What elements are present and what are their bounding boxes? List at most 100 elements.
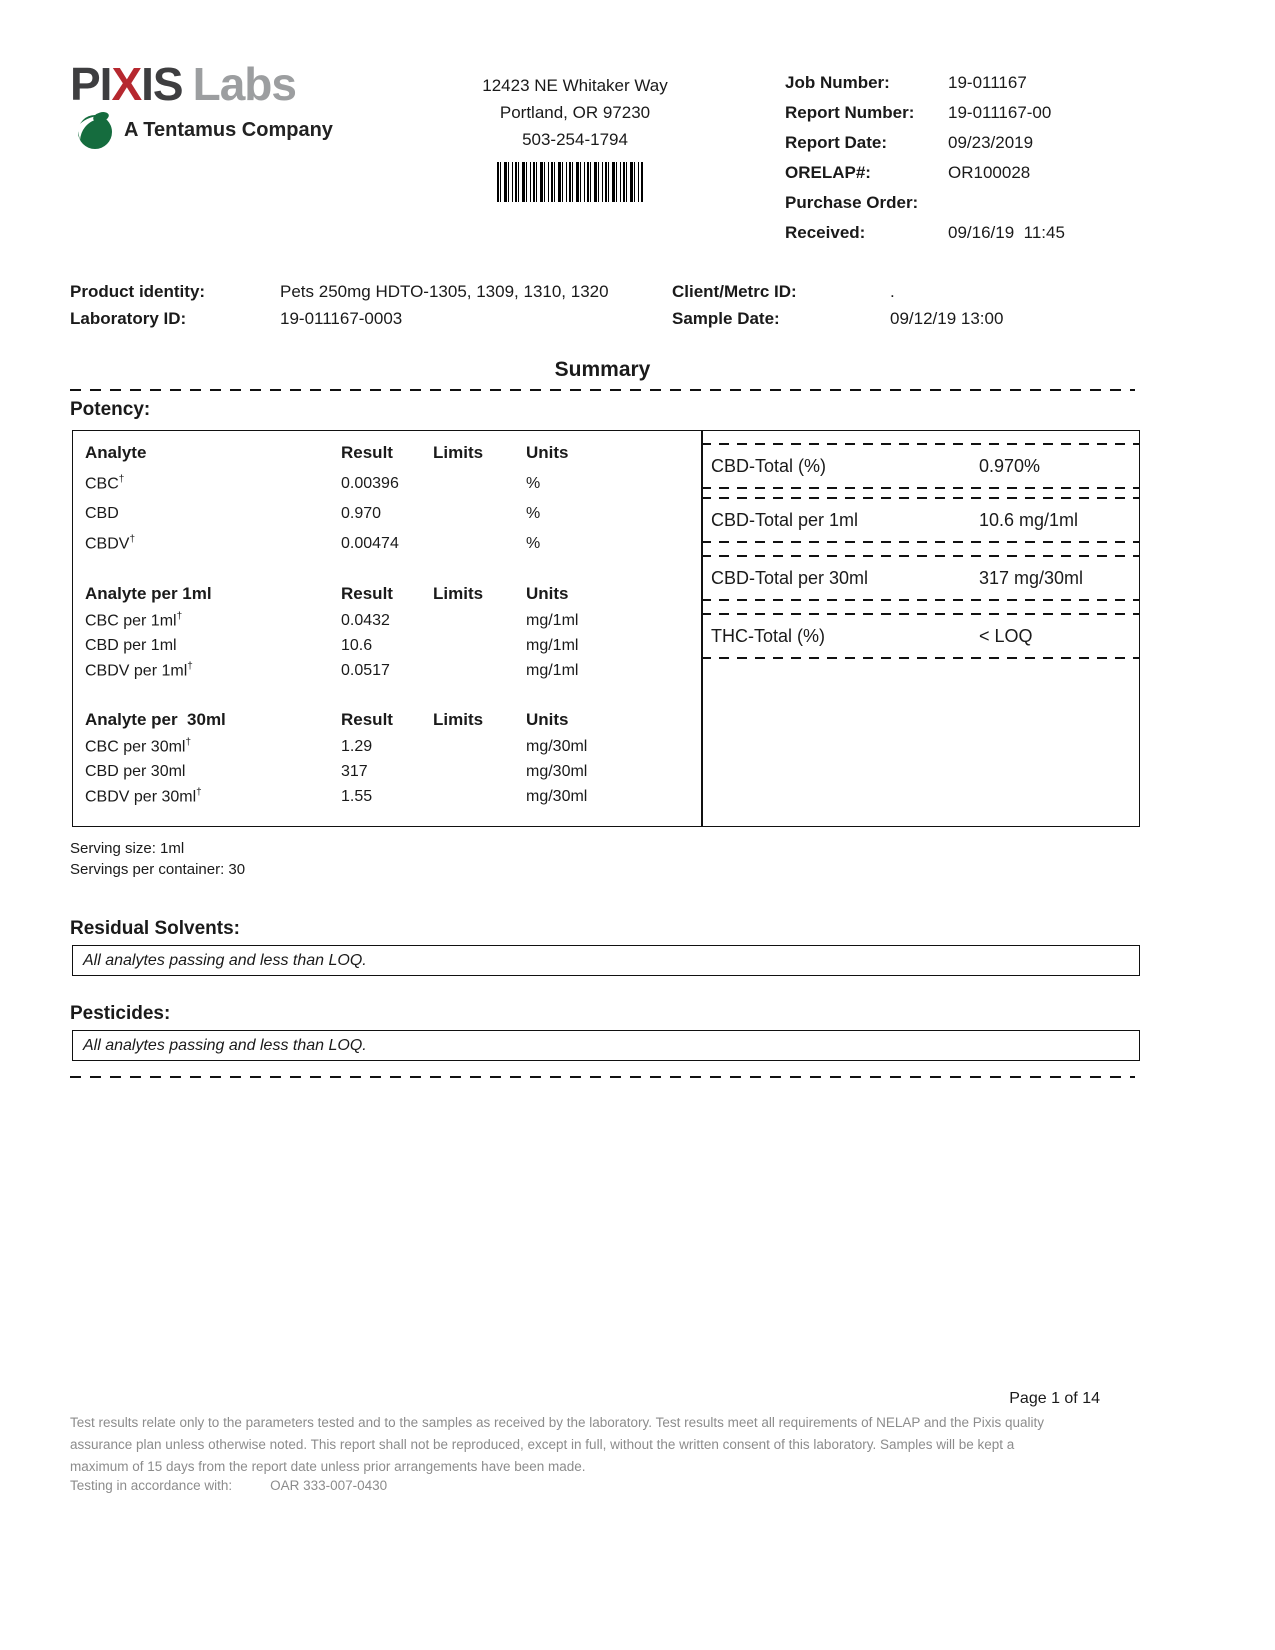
result-cell: 0.00474 [341,535,399,552]
potency-row: CBD per 1ml 10.6 mg/1ml [73,633,699,658]
pixis-labs-logo: PIXIS Labs A Tentamus Company [70,60,333,150]
potency-header-cell: Limits [433,584,484,603]
tentamus-leaf-icon [77,112,112,149]
potency-total-row: CBD-Total (%) 0.970% [701,443,1139,489]
potency-row: CBC† 0.00396% [73,469,699,499]
potency-header-cell: Limits [433,710,484,729]
info-label: Report Number: [785,103,915,122]
residual-solvents-note: All analytes passing and less than LOQ. [83,951,367,969]
info-row: Received: 09/16/19 11:45 [785,218,1185,248]
units-cell: mg/1ml [526,661,579,679]
address-line: 503-254-1794 [522,130,628,149]
result-cell: 1.55 [341,787,373,805]
dashed-separator-top [70,389,1135,391]
total-value: 0.970% [979,455,1041,476]
total-label: CBD-Total per 30ml [711,567,869,588]
units-cell: % [526,505,541,522]
potency-row: CBC per 30ml† 1.29 mg/30ml [73,734,699,759]
potency-row: CBC per 1ml† 0.0432 mg/1ml [73,608,699,633]
units-cell: % [526,535,541,552]
residual-solvents-box: All analytes passing and less than LOQ. [72,945,1140,976]
total-label: CBD-Total per 1ml [711,509,859,530]
potency-total-row: CBD-Total per 1ml 10.6 mg/1ml [701,497,1139,543]
logo-pi: PI [70,58,112,110]
logo-tagline: A Tentamus Company [124,118,333,141]
potency-header-cell: Analyte per 30ml [85,710,226,729]
potency-header-row: Analyte Result Limits Units [73,443,699,463]
laboratory-id-value: 19-011167-0003 [280,308,403,328]
testing-accordance-line: Testing in accordance with: OAR 333-007-0… [70,1478,387,1493]
info-row: Job Number: 19-011167 [785,68,1185,98]
potency-header-cell: Result [341,710,393,729]
pesticides-box: All analytes passing and less than LOQ. [72,1030,1140,1061]
potency-total-row: THC-Total (%) < LOQ [701,613,1139,659]
potency-total-row: CBD-Total per 30ml 317 mg/30ml [701,555,1139,601]
result-cell: 0.0432 [341,611,390,629]
barcode [497,162,643,202]
potency-header-cell: Analyte [85,443,147,462]
testing-label: Testing in accordance with: [70,1478,233,1493]
potency-header-cell: Result [341,584,393,603]
info-label: Purchase Order: [785,193,919,212]
result-cell: 0.970 [341,505,382,522]
address-line: Portland, OR 97230 [499,103,651,122]
analyte-cell: CBDV† [85,534,136,553]
info-value: 19-011167 [948,73,1027,92]
potency-header-cell: Limits [433,443,484,462]
potency-results-box: Analyte Result Limits Units CBC† 0.00396% CBD 0… [72,430,1140,827]
logo-labs: Labs [192,58,297,110]
potency-header-cell: Analyte per 1ml [85,584,212,603]
info-row: Report Date: 09/23/2019 [785,128,1185,158]
result-cell: 1.29 [341,737,373,755]
result-cell: 10.6 [341,636,373,654]
units-cell: mg/30ml [526,787,588,805]
servings-per-container: Servings per container: 30 [70,861,246,878]
info-value: 09/16/19 11:45 [948,223,1065,242]
dagger-footnote-mark: † [187,660,193,672]
serving-size: Serving size: 1ml [70,840,185,857]
potency-header-row: Analyte per 30ml Result Limits Units [73,710,699,730]
report-info-block: Job Number: 19-011167 Report Number: 19-011… [785,68,1185,248]
potency-row: CBDV per 30ml† 1.55 mg/30ml [73,784,699,809]
analyte-cell: CBD per 30ml [85,762,186,780]
potency-row: CBD 0.970% [73,499,699,529]
units-cell: mg/1ml [526,611,579,629]
result-cell: 0.00396 [341,475,399,492]
analyte-cell: CBC per 30ml† [85,736,192,756]
potency-header-cell: Result [341,443,393,462]
total-label: THC-Total (%) [711,625,826,646]
info-label: Report Date: [785,133,888,152]
page-number: Page 1 of 14 [1009,1390,1100,1407]
info-label: ORELAP#: [785,163,871,182]
units-cell: % [526,475,541,492]
pesticides-note: All analytes passing and less than LOQ. [83,1036,367,1054]
address-line: 12423 NE Whitaker Way [482,76,668,95]
product-identity-label: Product identity: [70,281,206,301]
testing-value: OAR 333-007-0430 [270,1478,388,1493]
logo-is: IS [141,58,183,110]
potency-section: Analyte per 1ml Result Limits Units CBC per … [73,584,699,683]
result-cell: 317 [341,762,368,780]
potency-header-cell: Units [526,710,569,729]
info-row: Report Number: 19-011167-00 [785,98,1185,128]
potency-section: Analyte Result Limits Units CBC† 0.00396% CBD 0… [73,443,699,559]
result-cell: 0.0517 [341,661,390,679]
logo-wordmark: PIXIS Labs [70,60,333,108]
summary-title: Summary [554,358,651,381]
logo-x: X [111,58,142,110]
potency-header-cell: Units [526,443,569,462]
potency-section: Analyte per 30ml Result Limits Units CBC per… [73,710,699,809]
pesticides-heading: Pesticides: [70,1003,171,1024]
potency-row: CBD per 30ml 317 mg/30ml [73,759,699,784]
dagger-footnote-mark: † [118,474,125,486]
footer-disclaimer: Test results relate only to the paramete… [70,1415,1044,1474]
info-row: ORELAP#: OR100028 [785,158,1185,188]
total-value: 10.6 mg/1ml [979,509,1079,530]
dagger-footnote-mark: † [176,610,183,622]
analyte-cell: CBC per 1ml† [85,610,183,630]
dagger-footnote-mark: † [129,534,136,546]
potency-header-cell: Units [526,584,569,603]
analyte-cell: CBD [85,505,119,522]
lab-address: 12423 NE Whitaker Way Portland, OR 97230 5… [440,72,710,153]
